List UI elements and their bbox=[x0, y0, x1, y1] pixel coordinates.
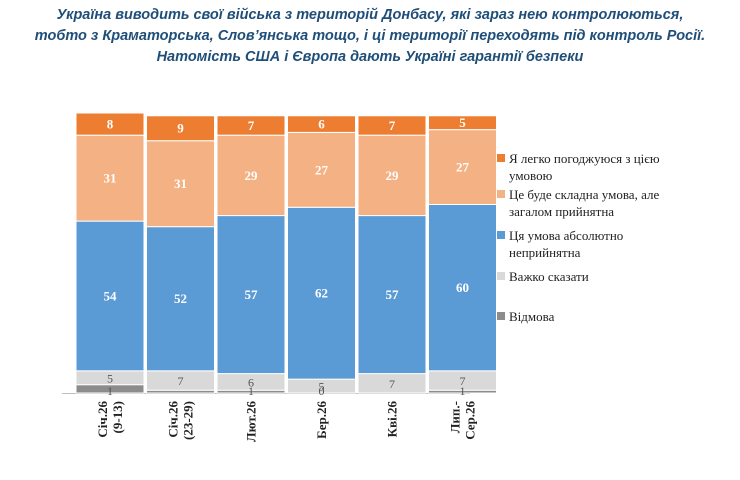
bar-segment bbox=[287, 131, 356, 208]
legend-item: Важко сказати bbox=[497, 269, 589, 284]
x-tick-label: Бер.26 bbox=[314, 401, 329, 439]
x-tick-label-line: Січ.26 bbox=[166, 401, 181, 438]
data-label: 29 bbox=[386, 168, 400, 183]
bar-segment bbox=[357, 134, 427, 217]
data-label: 29 bbox=[245, 168, 259, 183]
chart-title-line-3: Натомість США і Європа дають Україні гар… bbox=[156, 49, 584, 65]
data-label: 7 bbox=[389, 377, 395, 391]
data-label: 9 bbox=[177, 121, 184, 136]
legend-label: Це буде складна умова, але bbox=[509, 187, 659, 202]
legend-label: Ця умова абсолютно bbox=[509, 228, 623, 243]
legend-swatch bbox=[497, 312, 505, 320]
x-tick-label: Лют.26 bbox=[244, 401, 259, 443]
x-tick-label-line: Лип.- bbox=[448, 401, 463, 433]
bar-segment bbox=[75, 112, 145, 136]
bar-segment bbox=[216, 134, 286, 217]
legend-swatch bbox=[497, 154, 505, 162]
chart-title-line-1: Україна виводить свої війська з територі… bbox=[56, 7, 684, 23]
legend-item: Відмова bbox=[497, 309, 555, 324]
x-tick-label: Січ.26 (9-13) bbox=[95, 401, 125, 438]
data-label: 7 bbox=[248, 118, 255, 133]
legend-item: Я легко погоджуюся з цією умовою bbox=[497, 151, 660, 183]
data-label: 62 bbox=[315, 286, 328, 301]
data-label: 0 bbox=[319, 384, 325, 398]
data-label: 8 bbox=[107, 117, 114, 132]
bar-segment bbox=[75, 220, 145, 372]
chart-title-line-2: тобто з Краматорська, Слов’янська тощо, … bbox=[34, 28, 706, 44]
bar-segment bbox=[146, 140, 215, 228]
data-label: 57 bbox=[245, 287, 259, 302]
data-label: 31 bbox=[104, 171, 117, 186]
bar-segment bbox=[146, 226, 215, 372]
bar-segment bbox=[287, 206, 356, 380]
legend-item: Це буде складна умова, але загалом прийня… bbox=[497, 187, 659, 219]
data-label: 27 bbox=[456, 160, 470, 175]
x-tick-label-line: Січ.26 bbox=[95, 401, 110, 438]
data-label: 52 bbox=[174, 291, 187, 306]
bar-segment bbox=[146, 115, 215, 142]
bar-segment bbox=[428, 115, 497, 131]
x-tick-label: Січ.26 (23-29) bbox=[166, 401, 196, 440]
bar-segment bbox=[75, 134, 145, 222]
legend-swatch bbox=[497, 231, 505, 239]
data-label: 7 bbox=[178, 374, 184, 388]
data-label: 7 bbox=[460, 374, 466, 388]
legend-label: умовою bbox=[509, 168, 553, 183]
bar-segment bbox=[357, 115, 427, 136]
bar-segment bbox=[287, 115, 356, 133]
bar-segment bbox=[428, 203, 497, 372]
legend-item: Ця умова абсолютно неприйнятна bbox=[497, 228, 623, 260]
data-label: 31 bbox=[174, 176, 187, 191]
x-tick-label-line: (9-13) bbox=[110, 401, 125, 434]
x-tick-label-line: Лют.26 bbox=[244, 401, 259, 443]
x-tick-label-line: Кві.26 bbox=[385, 401, 400, 438]
x-tick-label-line: Сер.26 bbox=[463, 401, 478, 440]
bar-segment bbox=[216, 215, 286, 375]
legend-swatch bbox=[497, 190, 505, 198]
x-tick-label-line: Бер.26 bbox=[314, 401, 329, 439]
data-label: 1 bbox=[248, 384, 254, 398]
chart-title: Україна виводить свої війська з територі… bbox=[10, 5, 730, 68]
legend-label: Відмова bbox=[509, 309, 555, 324]
legend-swatch bbox=[497, 272, 505, 280]
data-label: 7 bbox=[389, 118, 396, 133]
legend-label: Важко сказати bbox=[509, 269, 589, 284]
bar-segment bbox=[428, 129, 497, 205]
data-label: 5 bbox=[319, 380, 325, 394]
data-label: 5 bbox=[459, 115, 466, 130]
data-label: 6 bbox=[318, 117, 325, 132]
x-tick-label-line: (23-29) bbox=[181, 401, 196, 440]
data-label: 27 bbox=[315, 162, 329, 177]
bar-segment bbox=[216, 115, 286, 136]
data-label: 1 bbox=[460, 384, 466, 398]
x-tick-label: Кві.26 bbox=[385, 401, 400, 438]
legend-label: загалом прийнятна bbox=[509, 204, 614, 219]
data-label: 5 bbox=[107, 371, 113, 385]
x-tick-label: Лип.- Сер.26 bbox=[448, 401, 478, 440]
data-label: 57 bbox=[386, 287, 400, 302]
data-label: 1 bbox=[107, 384, 113, 398]
data-label: 6 bbox=[248, 375, 254, 389]
legend-label: неприйнятна bbox=[509, 245, 581, 260]
legend-label: Я легко погоджуюся з цією bbox=[509, 151, 660, 166]
data-label: 54 bbox=[104, 288, 118, 303]
data-label: 60 bbox=[456, 280, 469, 295]
bar-segment bbox=[357, 215, 427, 375]
